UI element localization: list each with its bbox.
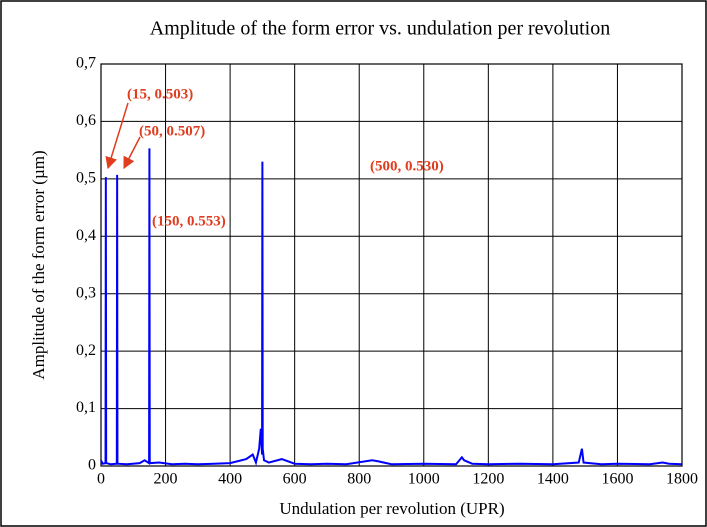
plot-border (100, 63, 683, 467)
x-tick-label: 800 (347, 471, 371, 488)
y-tick-label: 0,6 (76, 112, 96, 129)
annotations: (15, 0.503) (50, 0.507) (150, 0.553) (50… (105, 86, 444, 229)
x-axis-label: Undulation per revolution (UPR) (279, 499, 504, 518)
data-line (100, 148, 683, 466)
y-tick-label: 0,1 (76, 399, 96, 416)
x-tick-label: 400 (218, 471, 242, 488)
chart-title: Amplitude of the form error vs. undulati… (150, 18, 610, 40)
annotation: (50, 0.507) (139, 123, 205, 139)
arrow (123, 136, 141, 170)
x-tick-label: 0 (97, 471, 105, 488)
x-tick-label: 600 (283, 471, 307, 488)
x-tick-label: 200 (154, 471, 178, 488)
y-tick-label: 0,5 (76, 170, 96, 187)
y-tick-label: 0,3 (76, 284, 96, 301)
y-tick-label: 0,4 (76, 227, 96, 244)
annotation: (15, 0.503) (127, 86, 193, 102)
y-tick-label: 0,2 (76, 342, 96, 359)
arrow (105, 102, 129, 170)
annotation: (150, 0.553) (152, 213, 226, 229)
x-tick-label: 1200 (472, 471, 504, 488)
y-tick-label: 0,7 (76, 55, 96, 72)
x-tick-label: 1000 (408, 471, 440, 488)
annotation: (500, 0.530) (370, 158, 444, 174)
x-tick-label: 1400 (537, 471, 569, 488)
y-axis-label: Amplitude of the form error (µm) (29, 150, 48, 379)
plot-area (101, 64, 682, 466)
x-tick-label: 1800 (666, 471, 698, 488)
y-tick-label: 0 (88, 457, 96, 474)
x-tick-label: 1600 (601, 471, 633, 488)
